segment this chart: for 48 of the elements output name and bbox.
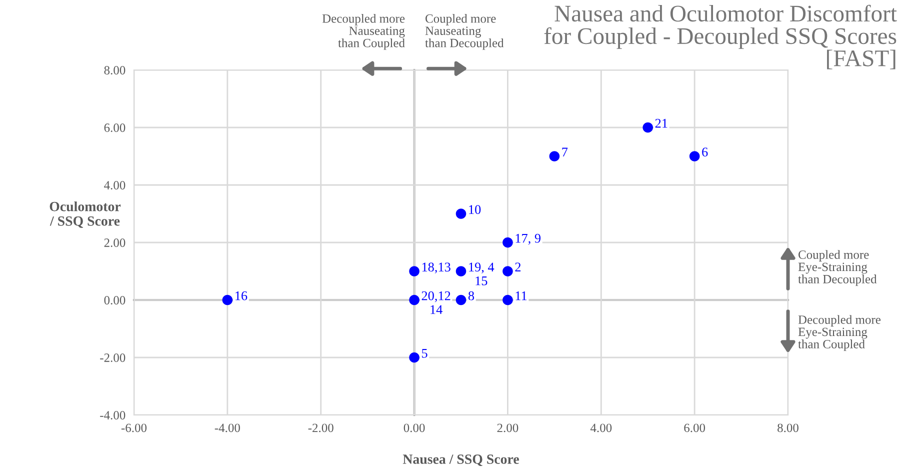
point [642,122,654,133]
y-tick-label: 0.00 [104,296,126,305]
annotation: 5 [422,348,428,358]
y-tick-label: 4.00 [104,181,126,190]
point [689,151,700,162]
text: Decoupled more Nauseating than Coupled [322,14,405,50]
annotation: 2 [515,262,521,272]
y-tick-label: 2.00 [104,238,126,248]
annotation: 17, 9 [516,234,541,245]
text: Coupled more Eye-Straining than Decoupled [798,250,877,286]
y-tick-label: 6.00 [104,124,126,132]
point [409,266,420,276]
annotation: 19, 4 15 [469,262,494,286]
x-tick-label: 6.00 [684,424,706,432]
text: Decoupled more Eye-Straining than Coupled [798,315,881,351]
point [409,294,420,306]
point [502,237,513,248]
y-tick-label: 8.00 [104,66,126,75]
annotation: 11 [516,291,527,300]
x-axis-title: Nausea / SSQ Score [402,454,519,466]
x-tick-label: 0.00 [404,424,425,432]
point [456,208,466,219]
y-tick-label: -2.00 [100,354,126,362]
point [549,151,560,162]
annotation: 16 [236,291,248,300]
text: Coupled more Nauseating than Decoupled [425,14,504,50]
y-axis-title: Oculomotor / SSQ Score [50,201,121,228]
point [222,294,233,306]
annotation: 20,12 14 [422,291,450,314]
x-tick-label: -6.00 [121,424,147,432]
point [409,352,420,363]
annotation: 8 [468,291,474,300]
x-tick-label: 2.00 [497,424,518,432]
x-tick-label: -2.00 [308,424,334,432]
x-tick-label: -4.00 [214,424,240,432]
annotation: 10 [469,205,481,214]
point [502,294,513,306]
point [456,294,466,306]
annotation: 18,13 [422,262,450,274]
chart-title: Nausea and Oculomotor Discomfort for Coupled - Decoupled SSQ Scores [FAST] [544,4,897,70]
annotation: 21 [655,118,668,128]
x-tick-label: 8.00 [778,424,798,432]
annotation: 6 [702,148,708,157]
point [502,266,513,276]
x-tick-label: 4.00 [590,424,612,432]
y-tick-label: -4.00 [100,411,126,420]
point [456,266,466,276]
annotation: 7 [562,148,568,156]
